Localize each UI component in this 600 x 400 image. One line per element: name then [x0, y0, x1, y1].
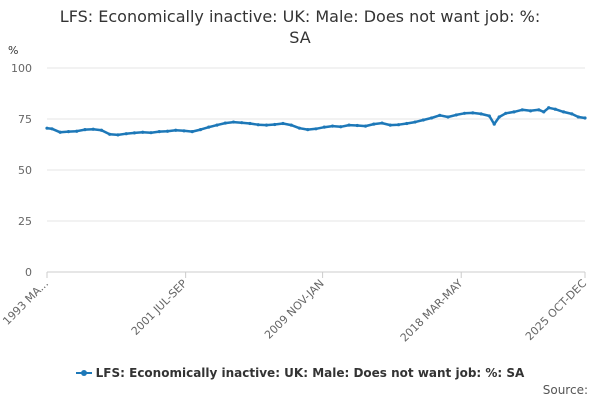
data-point[interactable]: [281, 121, 285, 126]
data-point[interactable]: [512, 110, 516, 114]
data-point[interactable]: [547, 106, 551, 110]
data-point[interactable]: [570, 112, 574, 116]
data-point[interactable]: [306, 128, 310, 132]
data-point[interactable]: [372, 122, 376, 126]
legend-item-label: LFS: Economically inactive: UK: Male: Do…: [95, 366, 525, 380]
data-point[interactable]: [91, 127, 95, 131]
data-point[interactable]: [561, 110, 566, 114]
data-point[interactable]: [429, 116, 434, 120]
data-point[interactable]: [190, 130, 194, 134]
data-point[interactable]: [108, 132, 112, 136]
series-layer: [45, 106, 587, 137]
y-tick-label: 50: [18, 164, 32, 177]
y-tick-label: 25: [18, 215, 32, 228]
data-point[interactable]: [438, 113, 442, 117]
data-point[interactable]: [446, 115, 450, 119]
chart-title-line-2: SA: [289, 28, 311, 47]
legend-item[interactable]: LFS: Economically inactive: UK: Male: Do…: [75, 366, 525, 380]
data-point[interactable]: [471, 111, 475, 115]
data-point[interactable]: [454, 113, 458, 117]
y-tick-label: 100: [11, 62, 32, 75]
data-point[interactable]: [528, 109, 533, 113]
data-point[interactable]: [207, 125, 211, 129]
x-tick-label: 2018 MAR-MAY: [398, 277, 466, 345]
y-axis-unit-label: %: [8, 44, 19, 57]
data-point[interactable]: [264, 123, 269, 127]
data-point[interactable]: [405, 121, 409, 126]
data-point[interactable]: [273, 122, 277, 127]
data-point[interactable]: [497, 115, 501, 119]
data-point[interactable]: [215, 123, 219, 127]
data-point[interactable]: [149, 131, 153, 135]
data-point[interactable]: [124, 132, 128, 136]
x-axis-ticks: 1993 MA... 2001 JUL-SEP 2009 NOV-JAN 2018 M…: [0, 272, 589, 345]
data-point[interactable]: [50, 127, 54, 131]
data-point[interactable]: [339, 125, 343, 129]
x-tick-label: 1993 MA...: [0, 277, 51, 328]
data-point[interactable]: [116, 133, 120, 137]
data-point[interactable]: [421, 118, 425, 122]
x-tick-label: 2001 JUL-SEP: [129, 277, 190, 338]
data-point[interactable]: [157, 130, 161, 134]
data-point[interactable]: [141, 130, 145, 134]
data-point[interactable]: [198, 128, 203, 132]
x-tick-label: 2009 NOV-JAN: [262, 277, 327, 342]
data-point[interactable]: [58, 130, 62, 134]
y-axis-tick-labels: 0 25 50 75 100: [11, 62, 32, 279]
source-label: Source:: [542, 383, 588, 397]
data-point[interactable]: [322, 125, 326, 129]
data-point[interactable]: [542, 110, 546, 114]
data-point[interactable]: [520, 108, 524, 112]
data-point[interactable]: [248, 121, 252, 126]
data-point[interactable]: [583, 116, 587, 120]
data-point[interactable]: [174, 128, 178, 132]
data-point[interactable]: [487, 114, 491, 118]
data-point[interactable]: [576, 115, 580, 119]
data-point[interactable]: [479, 112, 483, 116]
data-point[interactable]: [289, 123, 293, 127]
chart-title: LFS: Economically inactive: UK: Male: Do…: [0, 6, 600, 48]
y-tick-label: 75: [18, 113, 32, 126]
data-point[interactable]: [347, 123, 351, 127]
data-point[interactable]: [223, 121, 227, 125]
legend-line-marker-icon: [75, 368, 92, 378]
x-tick-label: 2025 OCT-DEC: [523, 277, 589, 343]
data-point[interactable]: [492, 122, 496, 126]
data-point[interactable]: [256, 123, 260, 127]
data-point[interactable]: [537, 108, 541, 112]
grid-lines: [47, 67, 585, 273]
data-point[interactable]: [66, 130, 71, 134]
y-tick-label: 0: [25, 266, 32, 279]
data-point[interactable]: [182, 129, 186, 133]
data-point[interactable]: [231, 120, 236, 124]
data-point[interactable]: [99, 128, 104, 132]
data-point[interactable]: [380, 121, 384, 125]
data-point[interactable]: [413, 120, 417, 124]
data-point[interactable]: [83, 128, 87, 132]
chart-title-line-1: LFS: Economically inactive: UK: Male: Do…: [59, 7, 541, 26]
data-point[interactable]: [75, 129, 79, 133]
data-point[interactable]: [504, 111, 508, 115]
data-point[interactable]: [132, 131, 137, 135]
series-line-0[interactable]: [45, 106, 587, 137]
data-point[interactable]: [462, 111, 467, 115]
data-point[interactable]: [240, 121, 244, 125]
data-point[interactable]: [314, 127, 318, 131]
data-point[interactable]: [330, 124, 335, 128]
data-point[interactable]: [388, 123, 392, 127]
legend: LFS: Economically inactive: UK: Male: Do…: [0, 366, 600, 381]
data-point[interactable]: [165, 129, 170, 133]
data-point[interactable]: [553, 107, 557, 111]
data-point[interactable]: [297, 126, 302, 130]
data-point[interactable]: [355, 123, 359, 128]
data-point[interactable]: [396, 123, 401, 127]
data-point[interactable]: [363, 124, 368, 128]
data-point[interactable]: [45, 126, 49, 130]
